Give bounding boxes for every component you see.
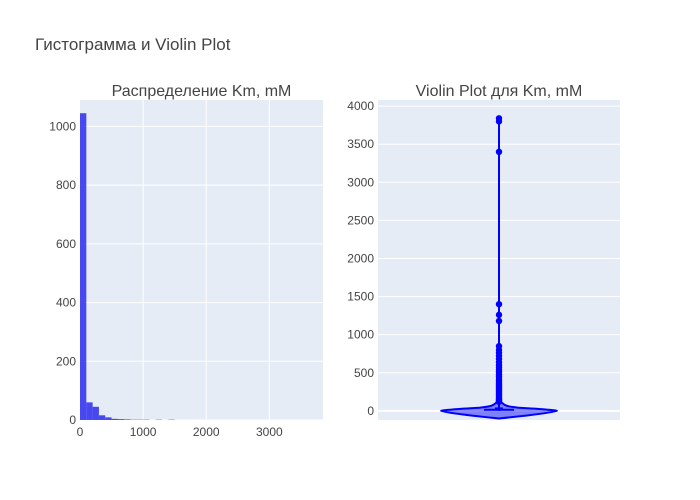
outlier-point [495,317,503,325]
y-tick-label: 2000 [347,251,374,265]
histogram-y-ticks: 0 200 400 600 800 1000 [49,119,76,427]
violin-outlier-points [495,115,503,405]
y-tick-label: 600 [56,237,76,251]
y-tick-label: 800 [56,178,76,192]
outlier-point [495,311,503,319]
histogram-bar [80,113,87,421]
y-tick-label: 2500 [347,213,374,227]
x-tick-label: 3000 [256,425,283,439]
outlier-point [495,148,503,156]
histogram-x-ticks: 0 1000 2000 3000 [77,425,283,439]
histogram-bar [117,419,125,420]
x-tick-label: 1000 [130,425,157,439]
y-tick-label: 3500 [347,137,374,151]
y-tick-label: 0 [367,404,374,418]
violin-title: Violin Plot для Km, mM [416,83,583,100]
y-tick-label: 0 [69,413,76,427]
histogram-bar [105,417,112,420]
y-tick-label: 1000 [347,328,374,342]
histogram-bar [124,419,131,420]
y-tick-label: 1000 [49,119,76,133]
outlier-point [495,398,503,405]
outlier-point [495,300,503,308]
x-tick-label: 2000 [193,425,220,439]
y-tick-label: 4000 [347,99,374,113]
histogram-bar [86,402,93,420]
violin-panel: 0 500 1000 1500 2000 2500 3000 3500 4000 Violin … [347,83,620,420]
y-tick-label: 200 [56,354,76,368]
y-tick-label: 1500 [347,290,374,304]
y-tick-label: 500 [354,366,374,380]
histogram-bar [111,418,118,420]
histogram-title: Распределение Km, mM [112,83,292,100]
violin-y-ticks: 0 500 1000 1500 2000 2500 3000 3500 4000 [347,99,374,418]
histogram-plot-area [80,100,323,420]
main-title: Гистограмма и Violin Plot [35,35,231,54]
histogram-bar [98,415,106,420]
x-tick-label: 0 [77,425,84,439]
histogram-bars [80,113,175,421]
y-tick-label: 3000 [347,175,374,189]
outlier-point [495,118,503,125]
histogram-panel: 0 1000 2000 3000 0 200 400 600 800 1000 Распреде… [49,83,323,439]
y-tick-label: 400 [56,296,76,310]
histogram-bar [92,406,99,420]
